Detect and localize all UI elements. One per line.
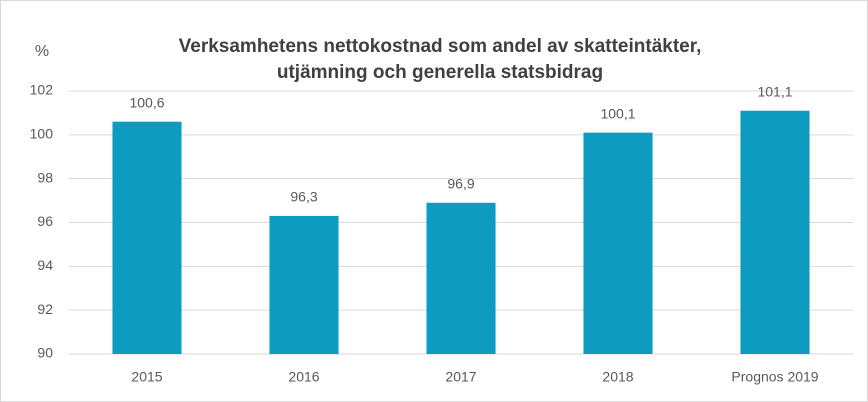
bar: [583, 132, 653, 354]
y-tick-label: 96: [37, 213, 53, 229]
data-label: 100,6: [129, 94, 164, 110]
x-tick-label: Prognos 2019: [731, 369, 818, 385]
bar: [426, 202, 496, 354]
data-label: 96,9: [447, 175, 474, 191]
chart-title: Verksamhetens nettokostnad som andel av …: [179, 36, 702, 57]
data-label: 100,1: [600, 105, 635, 121]
x-tick-label: 2016: [288, 369, 319, 385]
x-tick-label: 2017: [445, 369, 476, 385]
chart-title: utjämning och generella statsbidrag: [277, 62, 603, 83]
bar: [740, 110, 810, 354]
y-tick-label: 102: [30, 82, 54, 98]
y-axis-label: %: [35, 43, 49, 60]
x-tick-label: 2018: [602, 369, 633, 385]
y-tick-label: 94: [37, 257, 53, 273]
bar: [112, 121, 182, 354]
y-tick-label: 90: [37, 345, 53, 361]
x-tick-label: 2015: [131, 369, 162, 385]
y-tick-label: 100: [30, 126, 54, 142]
y-tick-label: 98: [37, 169, 53, 185]
data-label: 96,3: [290, 189, 317, 205]
y-tick-label: 92: [37, 301, 53, 317]
bar: [269, 215, 339, 354]
data-label: 101,1: [757, 83, 792, 99]
